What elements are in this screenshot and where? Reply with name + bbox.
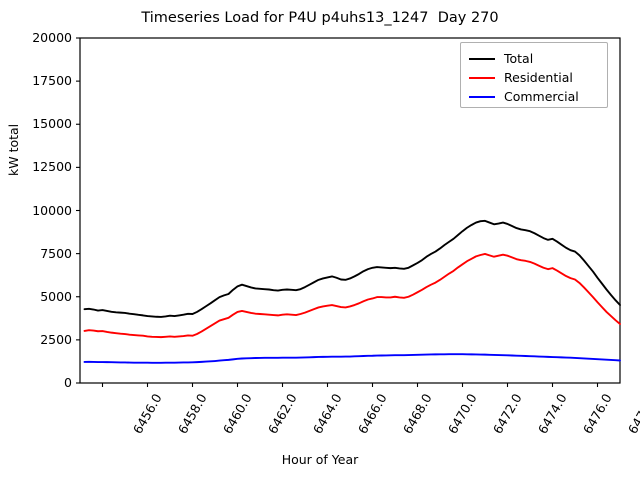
legend-entry-commercial: Commercial — [469, 87, 579, 107]
y-tick-label: 2500 — [40, 331, 72, 347]
chart-legend: Total Residential Commercial — [460, 42, 608, 108]
series-line-total — [83, 219, 621, 318]
y-tick-label: 10000 — [32, 202, 72, 218]
series-line-residential — [83, 253, 621, 339]
y-axis-label: kW total — [6, 123, 21, 176]
legend-swatch-commercial — [469, 96, 495, 98]
legend-swatch-residential — [469, 77, 495, 79]
legend-swatch-total — [469, 58, 495, 60]
legend-entry-residential: Residential — [469, 68, 573, 88]
legend-label: Total — [504, 50, 534, 66]
y-tick-label: 20000 — [32, 30, 72, 45]
chart-title: Timeseries Load for P4U p4uhs13_1247 Day… — [141, 10, 499, 26]
legend-label: Commercial — [504, 88, 579, 104]
y-tick-label: 17500 — [32, 73, 72, 89]
y-tick-label: 7500 — [40, 245, 72, 261]
x-axis-label: Hour of Year — [281, 452, 359, 467]
legend-entry-total: Total — [469, 49, 533, 69]
tick-marks — [76, 37, 599, 387]
y-tick-label: 12500 — [32, 159, 72, 175]
y-tick-label: 15000 — [32, 116, 72, 132]
series-lines — [83, 219, 621, 364]
y-tick-label: 0 — [64, 375, 72, 390]
series-line-commercial — [83, 353, 621, 364]
legend-label: Residential — [504, 69, 573, 85]
y-tick-label: 5000 — [40, 288, 72, 304]
